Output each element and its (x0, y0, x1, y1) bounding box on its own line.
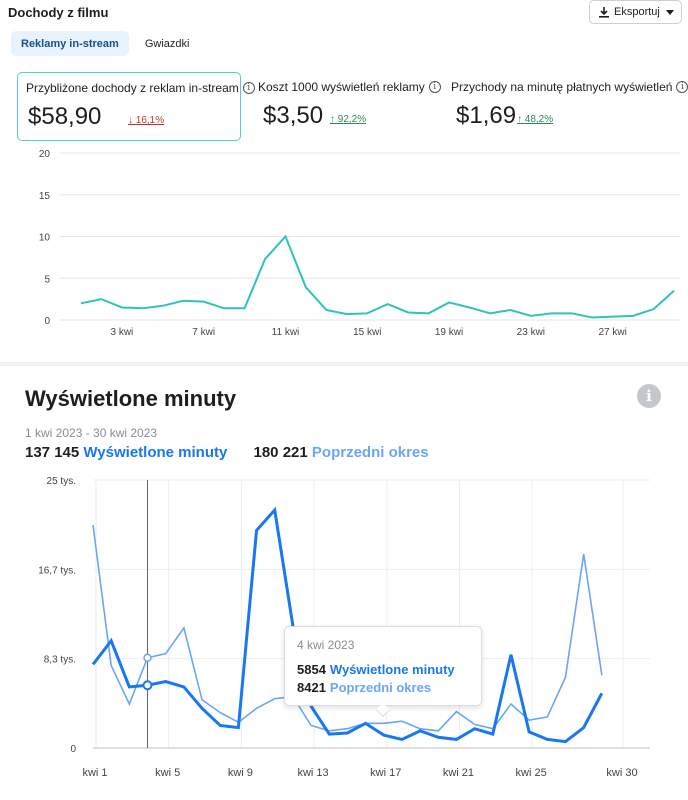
info-icon[interactable]: i (428, 81, 441, 93)
y-tick-label: 10 (39, 233, 51, 244)
download-icon (599, 7, 609, 18)
metric-label: Przybliżone dochody z reklam in-stream (26, 81, 239, 95)
arrow-up-icon: ↑ (330, 114, 338, 125)
page-title: Dochody z filmu (8, 5, 109, 20)
info-icon[interactable]: i (242, 82, 255, 94)
metric-change: 48,2% (524, 114, 554, 125)
x-tick-label: 19 kwi (435, 327, 463, 338)
metric-value: $1,69 (456, 102, 517, 129)
current-label[interactable]: Wyświetlone minuty (83, 444, 228, 461)
metric-card-cpm[interactable]: Koszt 1000 wyświetleń reklamy i $3,50 ↑ 9… (250, 72, 441, 141)
previous-highlight-point (143, 653, 152, 662)
x-tick-label: kwi 30 (606, 767, 637, 779)
x-tick-label: kwi 9 (228, 767, 253, 779)
x-tick-label: kwi 1 (82, 767, 107, 779)
section-title: Wyświetlone minuty (25, 386, 237, 411)
metric-change: 92,2% (337, 114, 367, 125)
y-tick-label: 20 (39, 149, 51, 160)
metric-card-instream-revenue[interactable]: Przybliżone dochody z reklam in-stream i … (17, 72, 255, 141)
export-button[interactable]: Eksportuj (589, 0, 682, 24)
x-tick-label: 11 kwi (272, 327, 300, 338)
metric-label: Koszt 1000 wyświetleń reklamy (258, 80, 425, 94)
tooltip-previous-label: Poprzedni okres (329, 680, 432, 695)
previous-total: 180 221 (253, 444, 308, 461)
caret-down-icon (665, 9, 674, 15)
x-tick-label: kwi 13 (297, 767, 328, 779)
metric-value: $3,50 (263, 102, 324, 129)
x-tick-label: 3 kwi (110, 327, 133, 338)
date-range: 1 kwi 2023 - 30 kwi 2023 (25, 426, 158, 440)
x-tick-label: kwi 17 (370, 767, 401, 779)
tooltip-current-label: Wyświetlone minuty (329, 662, 455, 677)
revenue-line-chart[interactable]: 0 5 10 15 20 3 kwi 7 kwi 11 kwi 15 kwi 19 kwi 23 k… (0, 143, 688, 343)
revenue-series-line (80, 234, 675, 319)
y-tick-label: 0 (44, 316, 50, 327)
x-tick-label: 27 kwi (598, 327, 626, 338)
tooltip-current-value: 5854 (297, 662, 326, 677)
current-highlight-point (142, 680, 153, 691)
x-tick-label: kwi 5 (155, 767, 180, 779)
x-tick-label: kwi 21 (443, 767, 474, 779)
summary-stats: 137 145 Wyświetlone minuty 180 221 Poprz… (25, 444, 429, 461)
tooltip-date: 4 kwi 2023 (297, 638, 355, 652)
tab-instream-ads[interactable]: Reklamy in-stream (11, 31, 129, 56)
previous-period-series-line (92, 524, 603, 732)
y-tick-label: 0 (70, 744, 76, 755)
y-tick-label: 5 (44, 274, 50, 285)
arrow-up-icon: ↑ (517, 114, 525, 125)
previous-label[interactable]: Poprzedni okres (311, 444, 429, 461)
tab-stars[interactable]: Gwiazdki (144, 37, 190, 50)
y-tick-label: 25 tys. (47, 476, 76, 487)
x-tick-label: kwi 25 (516, 767, 547, 779)
tab-bar: Reklamy in-stream Gwiazdki (11, 31, 205, 56)
y-tick-label: 16,7 tys. (38, 565, 76, 576)
watched-minutes-panel: Wyświetlone minuty i 1 kwi 2023 - 30 kwi… (0, 366, 688, 800)
x-tick-label: 23 kwi (517, 327, 545, 338)
info-icon[interactable]: i (637, 384, 661, 408)
export-label: Eksportuj (614, 6, 660, 18)
metric-value: $58,90 (28, 103, 102, 130)
x-tick-label: 7 kwi (192, 327, 215, 338)
x-tick-label: 15 kwi (353, 327, 381, 338)
metric-change: 16,1% (135, 115, 165, 126)
arrow-down-icon: ↓ (128, 115, 136, 126)
metric-card-revenue-per-minute[interactable]: Przychody na minutę płatnych wyświetleń i… (443, 72, 688, 141)
current-total: 137 145 (25, 444, 80, 461)
chart-tooltip: 4 kwi 2023 5854 Wyświetlone minuty 8421 Po… (284, 626, 482, 718)
metric-label: Przychody na minutę płatnych wyświetleń (451, 80, 673, 94)
info-icon[interactable]: i (676, 81, 688, 93)
y-tick-label: 8,3 tys. (44, 655, 76, 666)
watched-minutes-series-line (91, 506, 604, 744)
revenue-panel: Dochody z filmu Eksportuj Reklamy in-str… (0, 0, 688, 362)
tooltip-previous-value: 8421 (297, 680, 326, 695)
section-divider (0, 362, 688, 366)
y-tick-label: 15 (39, 191, 51, 202)
watched-minutes-line-chart[interactable]: 0 8,3 tys. 16,7 tys. 25 tys. kwi 1 kwi 5 kwi 9… (0, 470, 688, 800)
